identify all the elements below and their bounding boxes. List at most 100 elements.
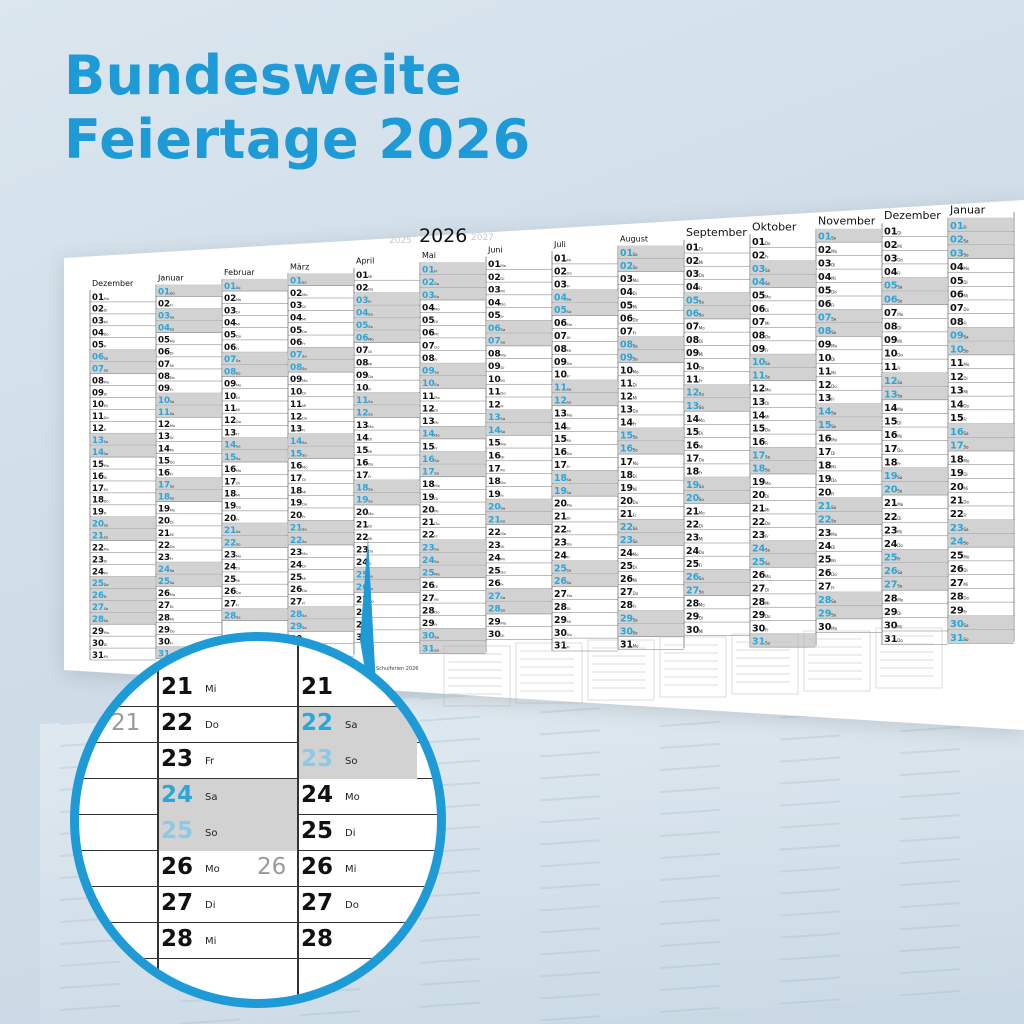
day-number: 17 <box>554 460 567 471</box>
weekday-label: Sa <box>368 400 373 404</box>
weekday-label: Mo <box>104 547 109 551</box>
weekday-label: Do <box>699 550 705 555</box>
day-number: 20 <box>158 517 170 527</box>
weekday-label: Do <box>104 583 109 587</box>
weekend-cell <box>685 569 749 583</box>
weekday-label: Sa <box>170 569 175 573</box>
weekday-label: Do <box>831 384 837 389</box>
day-number: 06 <box>554 318 567 329</box>
weekday-label: Mi <box>567 258 571 263</box>
weekday-label: So <box>897 489 903 494</box>
day-number: 28 <box>884 593 898 604</box>
weekday-label: Do <box>236 420 242 424</box>
weekend-cell <box>157 562 221 575</box>
magnified-day-number: 28 <box>161 926 194 952</box>
magnified-day-number: 24 <box>161 782 194 808</box>
weekend-cell <box>355 392 419 406</box>
day-number: 16 <box>488 451 501 462</box>
weekday-label: Do <box>699 273 705 278</box>
day-number: 29 <box>356 621 369 631</box>
day-number: 05 <box>356 321 369 331</box>
weekday-label: Fr <box>104 595 108 599</box>
day-number: 26 <box>554 576 567 587</box>
weekday-label: So <box>302 367 307 371</box>
day-number: 08 <box>818 326 832 337</box>
weekday-label: Fr <box>897 557 901 562</box>
weekend-cell <box>157 477 221 490</box>
month-label: Januar <box>949 204 986 217</box>
weekday-label: Fr <box>897 366 901 371</box>
weekday-label: Di <box>500 544 504 549</box>
weekday-label: So <box>567 490 572 495</box>
weekend-cell <box>619 428 683 442</box>
weekend-cell <box>817 497 881 512</box>
weekday-label: So <box>500 608 505 613</box>
weekday-label: Mi <box>236 408 240 412</box>
weekday-label: Di <box>434 319 438 324</box>
weekday-label: Mi <box>434 332 438 337</box>
day-number: 09 <box>620 352 633 363</box>
weekday-label: Di <box>236 396 240 400</box>
weekday-label: Fr <box>170 641 174 645</box>
headline: Bundesweite Feiertage 2026 <box>64 44 531 172</box>
day-number: 01 <box>884 226 898 237</box>
weekday-label: Do <box>368 375 374 379</box>
weekday-label: So <box>236 542 241 546</box>
weekday-label: Fr <box>368 475 372 479</box>
weekend-cell <box>421 274 485 288</box>
weekend-cell <box>949 245 1013 259</box>
weekday-label: Fr <box>963 513 967 518</box>
day-number: 03 <box>752 264 765 275</box>
day-number: 22 <box>422 531 435 541</box>
weekday-label: Do <box>434 433 440 438</box>
weekday-label: So <box>633 265 638 270</box>
day-number: 04 <box>488 297 501 308</box>
weekday-label: Fr <box>500 403 504 408</box>
day-number: 21 <box>290 523 302 533</box>
day-number: 05 <box>488 310 501 321</box>
weekday-label: Mi <box>368 275 372 279</box>
day-number: 18 <box>92 496 104 506</box>
day-number: 01 <box>224 282 236 292</box>
weekday-label: Do <box>302 503 308 507</box>
weekday-label: Do <box>897 257 903 262</box>
weekday-label: Do <box>765 521 771 526</box>
weekday-label: Sa <box>368 312 373 316</box>
weekday-label: So <box>368 500 373 504</box>
day-number: 17 <box>290 474 302 484</box>
weekday-label: Do <box>500 391 506 396</box>
weekday-label: Fr <box>831 586 835 591</box>
magnifier-lens: 21 Mi 21 22 Do 22 Sa 21 23 Fr 23 So 24 Sa 24 Mo 25 So 25 Di… <box>70 632 446 1008</box>
weekday-label: Sa <box>434 635 439 640</box>
weekday-label: Mo <box>170 509 176 513</box>
weekday-label: Mo <box>831 249 837 254</box>
day-number: 15 <box>224 453 236 463</box>
day-number: 19 <box>884 471 898 482</box>
weekday-label: Di <box>236 567 240 571</box>
day-number: 25 <box>290 573 302 583</box>
weekday-label: Do <box>963 403 969 408</box>
day-number: 11 <box>818 366 832 377</box>
day-number: 18 <box>290 486 302 496</box>
weekday-label: Fr <box>567 464 571 469</box>
day-number: 14 <box>158 444 170 454</box>
weekday-label: Di <box>831 545 835 550</box>
day-number: 18 <box>356 483 369 493</box>
weekday-label: Sa <box>633 617 638 622</box>
weekday-label: Fr <box>897 271 901 276</box>
day-number: 10 <box>686 361 700 372</box>
day-number: 03 <box>488 285 501 296</box>
day-number: 03 <box>884 253 898 264</box>
weekday-label: Fr <box>699 378 703 383</box>
weekday-label: Mo <box>302 379 308 383</box>
day-number: 27 <box>290 598 302 608</box>
weekend-cell <box>553 380 617 393</box>
day-number: 08 <box>554 344 567 355</box>
day-number: 15 <box>92 460 104 470</box>
day-number: 03 <box>950 248 964 259</box>
day-number: 05 <box>686 295 699 306</box>
weekday-label: Fr <box>699 286 703 291</box>
day-number: 29 <box>92 627 104 637</box>
magnified-day-cell: 24 Mo <box>297 779 417 815</box>
weekend-cell <box>289 347 353 360</box>
